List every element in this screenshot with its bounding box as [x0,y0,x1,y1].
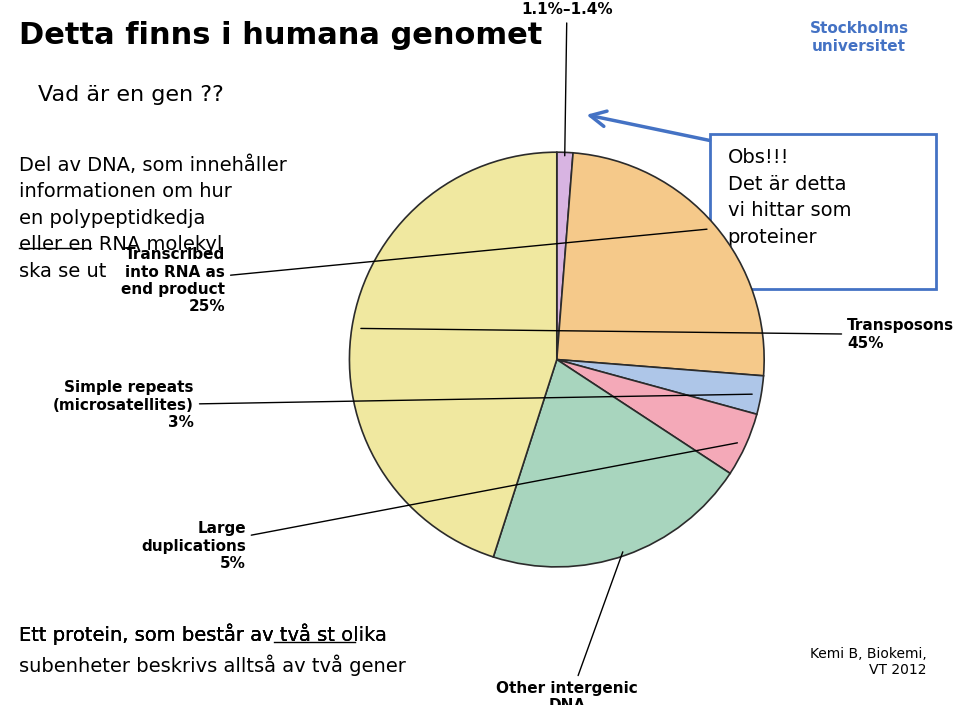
Text: Ett protein, som består av två st olika
subenheter beskrivs alltså av två gener: Ett protein, som består av två st olika … [19,624,406,675]
Text: Vad är en gen ??: Vad är en gen ?? [38,85,224,104]
Wedge shape [557,360,763,415]
Text: Simple repeats
(microsatellites)
3%: Simple repeats (microsatellites) 3% [53,380,753,430]
Wedge shape [493,360,731,567]
Text: Detta finns i humana genomet: Detta finns i humana genomet [19,21,542,50]
Text: Ett protein, som består av två st olika: Ett protein, som består av två st olika [19,624,387,645]
Wedge shape [349,152,557,557]
Wedge shape [557,153,764,376]
Text: Stockholms
universitet: Stockholms universitet [809,21,909,54]
Text: Large
duplications
5%: Large duplications 5% [141,443,737,571]
Text: Other intergenic
DNA
20.7%: Other intergenic DNA 20.7% [496,552,638,705]
Wedge shape [557,360,756,473]
Wedge shape [557,152,573,360]
Text: Transposons
45%: Transposons 45% [361,319,954,351]
Text: Del av DNA, som innehåller
informationen om hur
en polypeptidkedja
eller en RNA : Del av DNA, som innehåller informationen… [19,155,287,281]
Text: Transcribed
into RNA as
end product
25%: Transcribed into RNA as end product 25% [121,229,707,314]
Text: Kemi B, Biokemi,
VT 2012: Kemi B, Biokemi, VT 2012 [809,646,926,677]
Text: Translated into
protein
1.1%–1.4%: Translated into protein 1.1%–1.4% [502,0,632,156]
Text: Ett protein, som består av två st: Ett protein, som består av två st [19,624,342,645]
FancyBboxPatch shape [710,134,936,289]
Text: Obs!!!
Det är detta
vi hittar som
proteiner: Obs!!! Det är detta vi hittar som protei… [728,148,852,247]
